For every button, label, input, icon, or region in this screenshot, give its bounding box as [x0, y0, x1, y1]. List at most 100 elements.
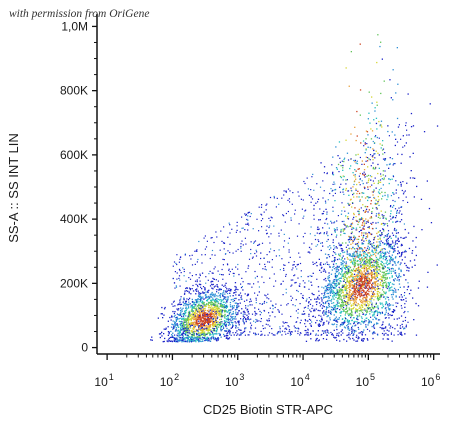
event-dot: [387, 312, 389, 314]
event-dot: [348, 265, 350, 267]
event-dot: [311, 307, 313, 309]
event-dot: [314, 316, 316, 318]
event-dot: [175, 320, 177, 322]
event-dot: [196, 299, 198, 302]
event-dot: [261, 303, 263, 305]
event-dot: [367, 166, 369, 168]
event-dot: [321, 319, 323, 321]
event-dot: [200, 286, 202, 288]
event-dot: [235, 297, 237, 300]
event-dot: [363, 296, 365, 299]
event-dot: [298, 252, 300, 254]
event-dot: [229, 301, 232, 304]
event-dot: [180, 329, 183, 331]
event-dot: [223, 297, 226, 299]
event-dot: [330, 285, 332, 287]
event-dot: [373, 314, 375, 316]
event-dot: [313, 204, 315, 207]
event-dot: [329, 245, 331, 247]
event-dot: [344, 272, 346, 274]
event-dot: [308, 251, 310, 253]
event-dot: [244, 334, 246, 336]
event-dot: [331, 323, 333, 325]
event-dot: [197, 337, 199, 339]
event-dot: [367, 259, 369, 261]
event-dot: [349, 302, 351, 304]
event-dot: [207, 326, 209, 328]
event-dot: [245, 271, 247, 273]
event-dot: [323, 233, 325, 235]
event-dot: [174, 326, 176, 328]
event-dot: [353, 213, 355, 216]
event-dot: [367, 118, 369, 120]
event-dot: [196, 309, 198, 311]
event-dot: [361, 196, 363, 198]
event-dot: [312, 293, 314, 296]
event-dot: [216, 291, 218, 293]
event-dot: [355, 285, 357, 288]
event-dot: [231, 326, 233, 329]
event-dot: [377, 253, 379, 255]
event-dot: [177, 324, 179, 326]
event-dot: [391, 311, 393, 313]
event-dot: [372, 148, 374, 150]
event-dot: [365, 294, 367, 296]
event-dot: [244, 327, 246, 329]
event-dot: [357, 190, 359, 192]
event-dot: [184, 333, 186, 335]
event-dot: [202, 320, 204, 323]
event-dot: [362, 249, 364, 251]
event-dot: [376, 291, 378, 293]
event-dot: [400, 270, 402, 272]
event-dot: [345, 183, 347, 185]
event-dot: [377, 195, 379, 198]
event-dot: [341, 256, 343, 259]
event-dot: [228, 268, 230, 270]
event-dot: [218, 288, 220, 290]
event-dot: [218, 311, 220, 313]
event-dot: [211, 291, 213, 294]
event-dot: [339, 298, 341, 300]
event-dot: [379, 238, 381, 240]
event-dot: [215, 306, 217, 308]
event-dot: [206, 328, 208, 331]
event-dot: [358, 263, 360, 265]
event-dot: [212, 323, 214, 325]
event-dot: [345, 266, 348, 268]
event-dot: [370, 200, 372, 202]
event-dot: [199, 334, 202, 337]
event-dot: [259, 310, 261, 312]
event-dot: [339, 191, 342, 193]
event-dot: [292, 279, 294, 281]
event-dot: [338, 293, 340, 296]
event-dot: [364, 275, 367, 278]
event-dot: [248, 224, 250, 226]
event-dot: [260, 257, 262, 260]
event-dot: [358, 332, 360, 334]
event-dot: [389, 270, 391, 272]
event-dot: [366, 295, 368, 297]
event-dot: [225, 305, 227, 307]
event-dot: [381, 178, 383, 180]
event-dot: [210, 337, 213, 339]
event-dot: [381, 191, 383, 193]
event-dot: [342, 304, 345, 307]
event-dot: [258, 286, 260, 288]
event-dot: [367, 278, 369, 280]
event-dot: [412, 240, 414, 242]
event-dot: [290, 331, 292, 333]
event-dot: [373, 287, 375, 289]
event-dot: [205, 333, 207, 336]
event-dot: [209, 340, 212, 342]
event-dot: [346, 266, 348, 268]
event-dot: [265, 323, 267, 325]
event-dot: [271, 266, 273, 268]
event-dot: [357, 288, 359, 290]
event-dot: [335, 146, 337, 148]
event-dot: [355, 178, 357, 180]
event-dot: [202, 315, 204, 318]
event-dot: [389, 327, 391, 329]
event-dot: [340, 292, 342, 294]
event-dot: [413, 225, 415, 228]
event-dot: [210, 296, 212, 298]
